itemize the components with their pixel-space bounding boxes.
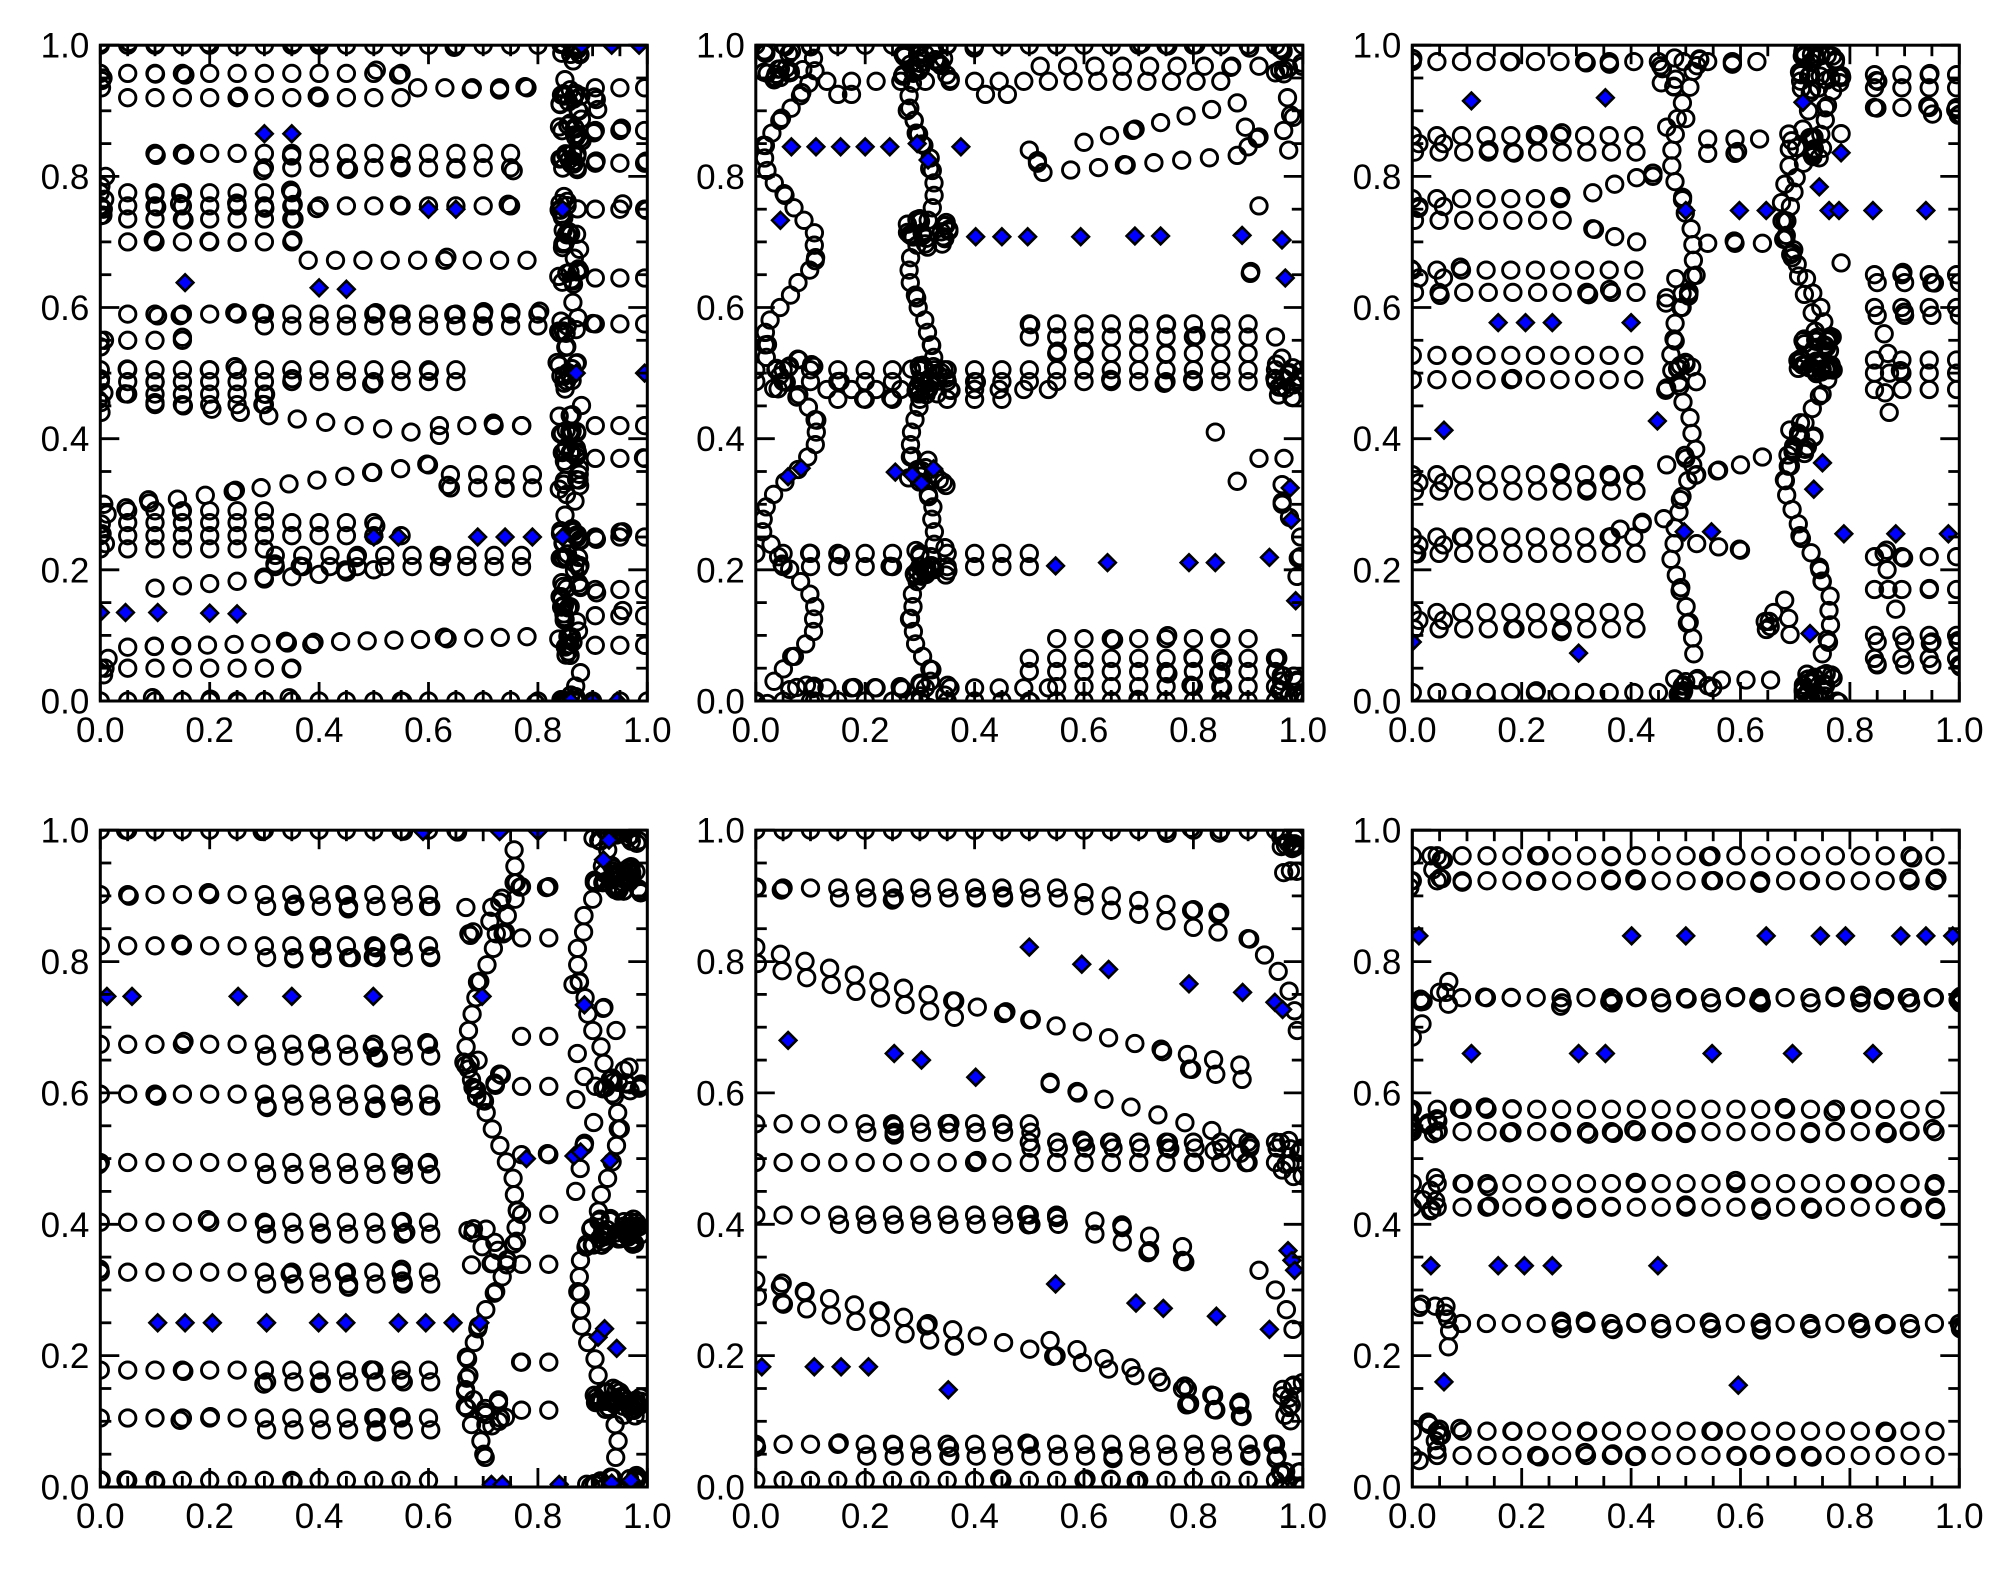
svg-text:0.6: 0.6 bbox=[41, 1074, 90, 1113]
svg-text:0.2: 0.2 bbox=[185, 1497, 234, 1536]
svg-text:0.2: 0.2 bbox=[696, 1337, 745, 1376]
svg-text:0.8: 0.8 bbox=[696, 158, 745, 197]
svg-text:1.0: 1.0 bbox=[1353, 812, 1402, 851]
svg-text:0.6: 0.6 bbox=[696, 289, 745, 328]
svg-text:0.2: 0.2 bbox=[185, 711, 234, 750]
svg-text:1.0: 1.0 bbox=[41, 812, 90, 851]
svg-text:0.4: 0.4 bbox=[696, 420, 745, 459]
svg-text:0.4: 0.4 bbox=[1353, 420, 1402, 459]
svg-text:0.0: 0.0 bbox=[1353, 683, 1402, 722]
svg-text:0.0: 0.0 bbox=[1388, 1497, 1437, 1536]
svg-text:0.0: 0.0 bbox=[1388, 711, 1437, 750]
svg-text:0.6: 0.6 bbox=[1716, 711, 1765, 750]
svg-text:0.8: 0.8 bbox=[514, 711, 563, 750]
svg-text:0.8: 0.8 bbox=[1353, 943, 1402, 982]
svg-text:0.2: 0.2 bbox=[1497, 1497, 1546, 1536]
svg-text:0.8: 0.8 bbox=[41, 943, 90, 982]
svg-text:0.8: 0.8 bbox=[696, 943, 745, 982]
svg-text:0.4: 0.4 bbox=[950, 1497, 999, 1536]
svg-text:0.6: 0.6 bbox=[1716, 1497, 1765, 1536]
svg-text:0.8: 0.8 bbox=[1169, 1497, 1218, 1536]
svg-text:1.0: 1.0 bbox=[1278, 711, 1327, 750]
svg-text:0.2: 0.2 bbox=[1497, 711, 1546, 750]
svg-text:0.0: 0.0 bbox=[696, 1469, 745, 1508]
svg-text:0.0: 0.0 bbox=[76, 711, 125, 750]
svg-text:0.4: 0.4 bbox=[1607, 711, 1656, 750]
svg-text:0.2: 0.2 bbox=[696, 551, 745, 590]
svg-text:0.6: 0.6 bbox=[1060, 711, 1109, 750]
svg-text:0.4: 0.4 bbox=[1353, 1206, 1402, 1245]
svg-text:0.4: 0.4 bbox=[950, 711, 999, 750]
svg-text:0.4: 0.4 bbox=[41, 1206, 90, 1245]
svg-text:0.8: 0.8 bbox=[41, 158, 90, 197]
svg-text:1.0: 1.0 bbox=[41, 27, 90, 66]
svg-text:0.4: 0.4 bbox=[1607, 1497, 1656, 1536]
svg-text:0.8: 0.8 bbox=[1826, 1497, 1875, 1536]
svg-text:1.0: 1.0 bbox=[623, 711, 672, 750]
svg-text:0.0: 0.0 bbox=[41, 1469, 90, 1508]
svg-text:1.0: 1.0 bbox=[1935, 711, 1984, 750]
svg-text:0.6: 0.6 bbox=[41, 289, 90, 328]
svg-text:1.0: 1.0 bbox=[1935, 1497, 1984, 1536]
svg-text:0.0: 0.0 bbox=[1353, 1469, 1402, 1508]
svg-text:0.4: 0.4 bbox=[295, 711, 344, 750]
svg-text:0.4: 0.4 bbox=[696, 1206, 745, 1245]
svg-text:0.0: 0.0 bbox=[696, 683, 745, 722]
svg-text:1.0: 1.0 bbox=[1278, 1497, 1327, 1536]
svg-text:0.0: 0.0 bbox=[731, 711, 780, 750]
svg-text:0.8: 0.8 bbox=[514, 1497, 563, 1536]
svg-text:0.8: 0.8 bbox=[1826, 711, 1875, 750]
svg-text:0.6: 0.6 bbox=[1353, 1074, 1402, 1113]
svg-text:0.6: 0.6 bbox=[696, 1074, 745, 1113]
svg-text:0.4: 0.4 bbox=[295, 1497, 344, 1536]
svg-text:0.2: 0.2 bbox=[841, 1497, 890, 1536]
svg-text:0.8: 0.8 bbox=[1353, 158, 1402, 197]
svg-text:0.6: 0.6 bbox=[404, 711, 453, 750]
svg-text:0.2: 0.2 bbox=[41, 1337, 90, 1376]
svg-text:0.8: 0.8 bbox=[1169, 711, 1218, 750]
svg-text:1.0: 1.0 bbox=[696, 812, 745, 851]
svg-text:0.6: 0.6 bbox=[1353, 289, 1402, 328]
svg-text:1.0: 1.0 bbox=[1353, 27, 1402, 66]
svg-text:0.4: 0.4 bbox=[41, 420, 90, 459]
svg-text:0.2: 0.2 bbox=[1353, 551, 1402, 590]
svg-text:0.0: 0.0 bbox=[41, 683, 90, 722]
svg-text:0.2: 0.2 bbox=[1353, 1337, 1402, 1376]
svg-text:0.0: 0.0 bbox=[731, 1497, 780, 1536]
svg-text:0.2: 0.2 bbox=[41, 551, 90, 590]
svg-text:0.0: 0.0 bbox=[76, 1497, 125, 1536]
svg-text:0.2: 0.2 bbox=[841, 711, 890, 750]
svg-text:1.0: 1.0 bbox=[623, 1497, 672, 1536]
svg-text:0.6: 0.6 bbox=[1060, 1497, 1109, 1536]
svg-text:1.0: 1.0 bbox=[696, 27, 745, 66]
svg-text:0.6: 0.6 bbox=[404, 1497, 453, 1536]
